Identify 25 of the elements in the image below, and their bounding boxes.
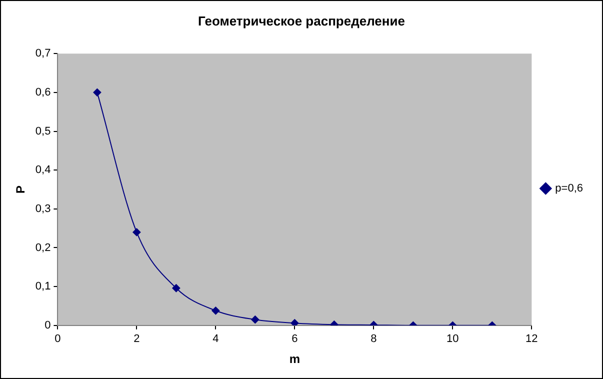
y-tick-label: 0,5 bbox=[35, 125, 51, 138]
x-tick-label: 10 bbox=[446, 333, 459, 346]
y-tick-label: 0,1 bbox=[35, 280, 51, 293]
y-axis-title: P bbox=[14, 185, 28, 194]
x-tick-label: 12 bbox=[526, 333, 538, 346]
y-tick-label: 0,2 bbox=[35, 242, 51, 254]
legend-label: p=0,6 bbox=[555, 182, 584, 195]
y-tick-label: 0,4 bbox=[35, 164, 51, 176]
y-tick-label: 0 bbox=[44, 319, 51, 332]
y-tick-label: 0,7 bbox=[35, 48, 51, 60]
x-tick-label: 0 bbox=[54, 333, 61, 346]
y-tick-label: 0,6 bbox=[35, 86, 51, 98]
x-tick-label: 4 bbox=[212, 333, 219, 346]
point bbox=[93, 88, 102, 96]
point bbox=[212, 306, 220, 315]
point bbox=[132, 228, 141, 236]
y-tick-label: 0,3 bbox=[35, 202, 51, 215]
chart-title: Геометрическое распределение bbox=[198, 13, 405, 28]
point bbox=[251, 316, 260, 324]
x-tick-label: 6 bbox=[292, 333, 298, 346]
point bbox=[290, 319, 299, 326]
x-tick-label: 8 bbox=[370, 333, 377, 346]
point bbox=[172, 284, 180, 292]
x-axis-title: m bbox=[289, 352, 300, 366]
x-tick-label: 2 bbox=[134, 333, 140, 346]
